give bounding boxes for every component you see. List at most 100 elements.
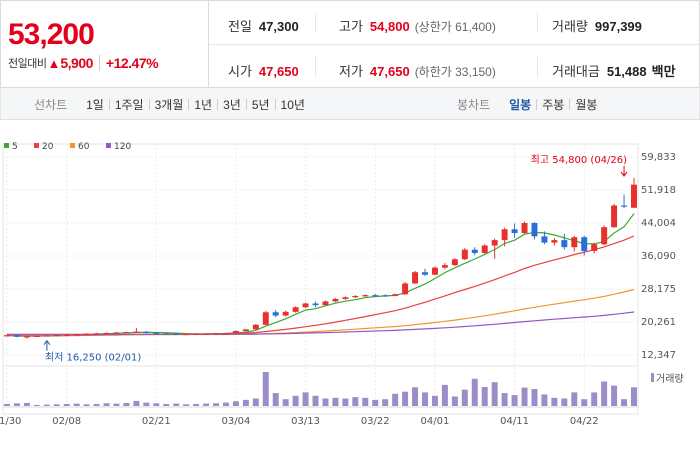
ma5-line <box>6 213 635 337</box>
volume-bar <box>242 399 249 406</box>
volume-bar <box>481 386 488 406</box>
candle-body <box>282 311 289 316</box>
candlestick-chart: 59,833 51,918 44,004 36,090 28,175 20,261 12,3… <box>0 142 684 427</box>
period-1w[interactable]: 1주일 <box>114 97 144 112</box>
candle-body <box>252 324 259 330</box>
volume-bar <box>422 392 428 406</box>
volume-label: 거래량 <box>552 19 588 34</box>
volume-bar <box>153 403 160 406</box>
x-tick-label: 04/11 <box>500 416 529 427</box>
amount-unit: 백만 <box>651 64 676 79</box>
candle-body <box>232 331 239 334</box>
volume-bar <box>441 384 448 406</box>
legend-label: 20 <box>42 142 54 152</box>
candle-body <box>4 335 10 337</box>
amount-label: 거래대금 <box>552 64 600 79</box>
volume-bar <box>601 381 608 406</box>
toolbar-separator <box>569 98 571 110</box>
volume-bar <box>193 403 200 406</box>
stat-volume: 거래량 997,399 <box>552 16 642 35</box>
period-5y[interactable]: 5년 <box>251 97 270 112</box>
prev-close-value: 47,300 <box>258 19 299 34</box>
candle-body <box>342 297 349 299</box>
candle-body <box>73 334 80 336</box>
candle-body <box>33 335 40 338</box>
x-tick-label: 04/22 <box>570 416 599 427</box>
candle-body <box>332 298 339 302</box>
period-1d[interactable]: 1일 <box>86 97 104 112</box>
period-weekly[interactable]: 주봉 <box>542 97 565 112</box>
low-label: 저가 <box>339 64 363 79</box>
volume-bar <box>123 402 130 406</box>
toolbar-separator <box>188 98 190 110</box>
volume-bar <box>183 404 190 406</box>
volume-bar <box>392 393 399 406</box>
volume-bar <box>143 402 150 406</box>
y-tick-label: 12,347 <box>641 350 676 361</box>
up-arrow-icon: ▲ <box>47 55 61 71</box>
volume-bar <box>23 402 30 406</box>
line-chart-periods: 선차트 1일 1주일 3개월 1년 3년 5년 10년 <box>34 88 310 120</box>
volume-bar <box>43 404 50 406</box>
candle-body <box>422 272 428 275</box>
period-monthly[interactable]: 월봉 <box>575 97 598 112</box>
candle-body <box>621 205 628 207</box>
candle-body <box>491 240 498 246</box>
x-tick-label: 03/22 <box>361 416 390 427</box>
volume-bar <box>232 401 239 406</box>
change-amount: 5,900 <box>60 55 93 71</box>
legend-swatch <box>34 143 39 148</box>
stat-amount: 거래대금 51,488 백만 <box>552 61 676 80</box>
stat-low: 저가 47,650 (하한가 33,150) <box>339 61 496 80</box>
candle-body <box>203 333 210 335</box>
candle-body <box>13 335 20 337</box>
candle-body <box>362 295 369 297</box>
candle-body <box>511 229 518 234</box>
volume-bar <box>342 398 349 406</box>
toolbar-separator <box>245 98 247 110</box>
y-tick-label: 28,175 <box>641 284 676 295</box>
y-tick-label: 51,918 <box>641 185 676 196</box>
volume-bar <box>93 403 100 406</box>
candle-body <box>501 229 508 241</box>
candle-body <box>441 265 448 268</box>
period-3m[interactable]: 3개월 <box>154 97 184 112</box>
candle-body <box>242 329 249 332</box>
volume-bar <box>292 395 299 406</box>
volume-bar <box>402 391 409 406</box>
lower-limit: (하한가 33,150) <box>414 65 496 79</box>
volume-bar <box>13 403 20 406</box>
candle-body <box>43 335 50 337</box>
period-daily[interactable]: 일봉 <box>509 97 532 112</box>
volume-bar <box>163 403 170 406</box>
candle-body <box>392 294 399 296</box>
period-3y[interactable]: 3년 <box>223 97 241 112</box>
candle-body <box>601 227 608 245</box>
candle-body <box>412 272 419 284</box>
candle-body <box>591 244 598 251</box>
candle-body <box>23 336 30 338</box>
volume-bar <box>431 395 438 406</box>
volume-bar <box>511 395 518 406</box>
candle-body <box>541 236 548 243</box>
volume-bar <box>252 398 259 406</box>
price-block: 53,200 전일대비 ▲ 5,900 +12.47% <box>1 1 209 87</box>
candle-body <box>581 237 588 251</box>
candle-body <box>551 240 558 243</box>
change-percent: +12.47% <box>98 55 159 71</box>
current-price: 53,200 <box>8 18 95 51</box>
ma120-line <box>7 311 635 335</box>
period-1y[interactable]: 1년 <box>194 97 213 112</box>
candle-body <box>611 205 618 228</box>
candle-body <box>431 267 438 275</box>
change-row: 전일대비 ▲ 5,900 +12.47% <box>8 55 159 71</box>
candle-body <box>531 223 538 237</box>
volume-bar <box>461 389 468 406</box>
volume-bar <box>631 387 637 406</box>
volume-bar <box>103 403 110 406</box>
volume-bar <box>133 400 140 406</box>
period-10y[interactable]: 10년 <box>280 97 305 112</box>
legend-label: 60 <box>78 142 90 152</box>
volume-bar <box>73 403 80 406</box>
candle-body <box>163 333 170 335</box>
